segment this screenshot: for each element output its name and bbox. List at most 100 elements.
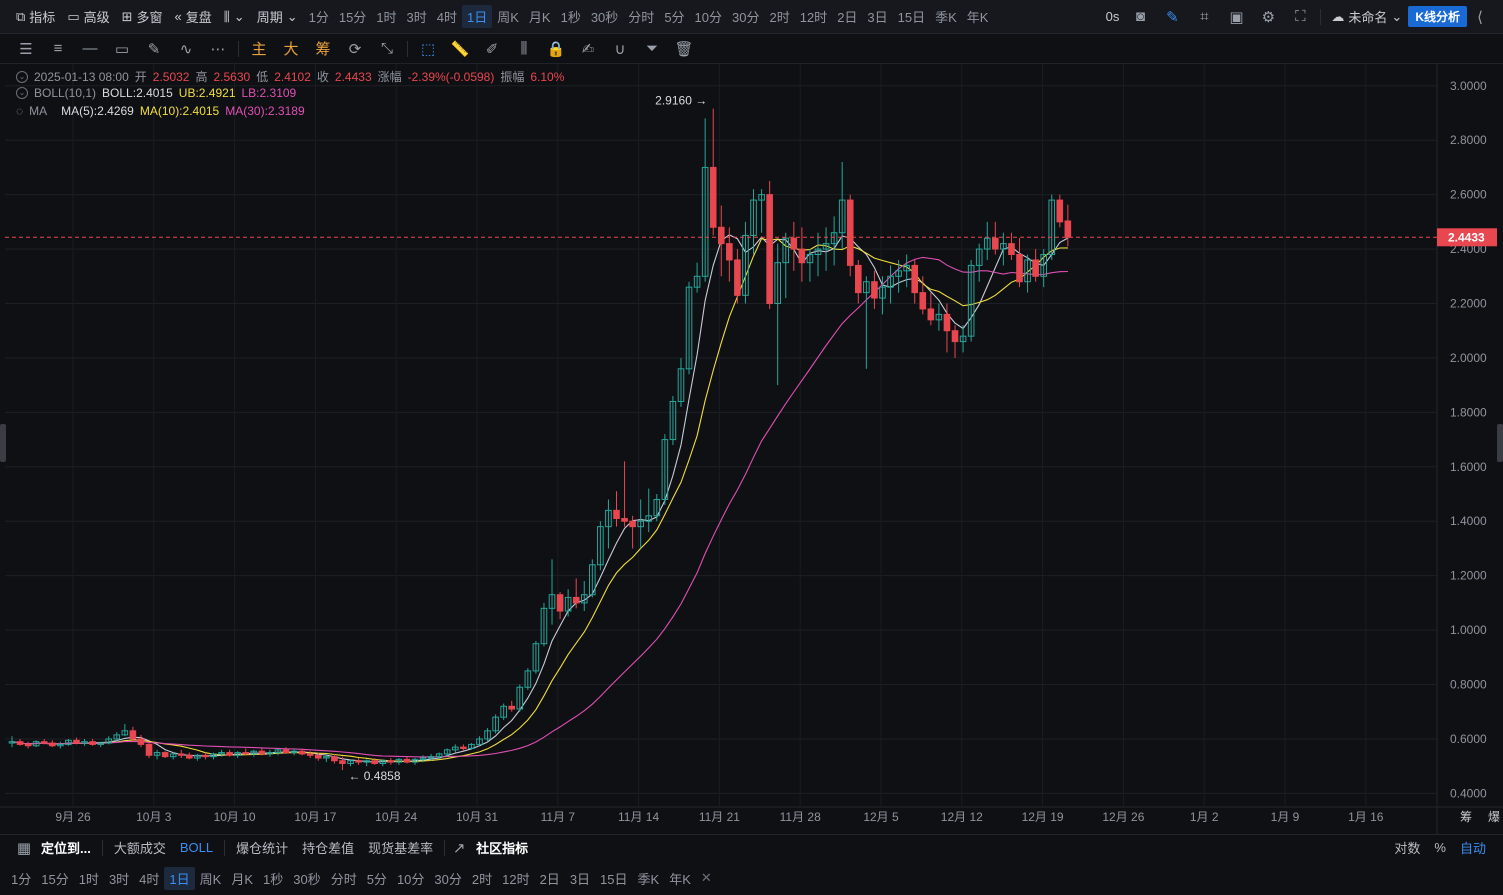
- liquidation-button[interactable]: 爆仓统计: [236, 841, 289, 856]
- menu-icon[interactable]: ☰: [19, 40, 33, 58]
- bottom-timeframe-tab-3[interactable]: 3时: [108, 871, 130, 887]
- select-icon[interactable]: ⬚: [420, 40, 436, 58]
- timeframe-tab-3[interactable]: 3时: [406, 10, 427, 25]
- hline-icon[interactable]: —: [82, 40, 98, 57]
- boll-name[interactable]: BOLL(10,1): [34, 86, 97, 100]
- oi-diff-button[interactable]: 持仓差值: [302, 841, 355, 856]
- bottom-timeframe-tab-6[interactable]: 周K: [199, 871, 222, 887]
- percent-scale-button[interactable]: %: [1434, 840, 1446, 855]
- timeframe-tab-4[interactable]: 4时: [436, 10, 458, 25]
- timeframe-tab-14[interactable]: 2时: [769, 10, 790, 25]
- chip-toggle[interactable]: 筹: [315, 41, 331, 58]
- bottom-timeframe-tab-4[interactable]: 4时: [139, 871, 160, 887]
- bottom-timeframe-tab-5[interactable]: 1日: [164, 866, 195, 890]
- layout-name-button[interactable]: ☁ 未命名 ⌄: [1325, 0, 1408, 33]
- close-icon[interactable]: ✕: [700, 870, 712, 885]
- trash-icon[interactable]: 🗑: [674, 40, 694, 58]
- magnet-icon[interactable]: ∪: [614, 40, 626, 58]
- community-indicators-button[interactable]: 社区指标: [476, 841, 529, 856]
- bottom-timeframe-tab-16[interactable]: 2日: [539, 871, 560, 887]
- timeframe-tab-9[interactable]: 30秒: [590, 10, 619, 25]
- timeframe-tab-17[interactable]: 3日: [867, 10, 888, 25]
- large-trades-button[interactable]: 大额成交: [113, 841, 166, 856]
- bottom-timeframe-tab-8[interactable]: 1秒: [262, 871, 284, 887]
- replay-button[interactable]: « 复盘: [169, 0, 218, 33]
- bottom-timeframe-tab-12[interactable]: 10分: [396, 871, 425, 887]
- candlestick-chart[interactable]: 3.00002.80002.60002.40002.20002.00001.80…: [0, 64, 1503, 834]
- boll-button[interactable]: BOLL: [179, 840, 214, 855]
- candle-type-button[interactable]: ⫼ ⌄: [218, 0, 251, 33]
- timeframe-tab-11[interactable]: 5分: [664, 10, 685, 25]
- bottom-timeframe-tab-11[interactable]: 5分: [366, 871, 387, 887]
- edit-icon[interactable]: ✍: [581, 40, 595, 58]
- multi-window-button[interactable]: ⊞ 多窗: [116, 0, 169, 33]
- external-link-icon[interactable]: ↗: [452, 839, 466, 857]
- timeframe-tab-20[interactable]: 年K: [966, 10, 989, 25]
- calendar-icon[interactable]: ▦: [16, 839, 32, 857]
- ma-name[interactable]: MA: [29, 104, 48, 118]
- timeframe-tab-5[interactable]: 1日: [462, 5, 493, 28]
- collapse-icon[interactable]: ⌄: [16, 70, 28, 83]
- indicator-button[interactable]: ⧉ 指标: [10, 0, 61, 33]
- right-panel-handle[interactable]: [1497, 424, 1503, 462]
- bottom-timeframe-tab-2[interactable]: 1时: [78, 871, 99, 887]
- bottom-timeframe-tab-10[interactable]: 分时: [330, 871, 357, 887]
- left-panel-handle[interactable]: [0, 424, 6, 462]
- bell-icon[interactable]: ◌: [16, 104, 24, 118]
- brush-icon[interactable]: ✐: [485, 40, 499, 58]
- bottom-timeframe-tab-15[interactable]: 12时: [502, 871, 530, 887]
- rect-icon[interactable]: ▭: [114, 40, 130, 58]
- more-icon[interactable]: ⋯: [210, 40, 226, 58]
- basis-button[interactable]: 现货基差率: [368, 841, 434, 856]
- auto-scale-button[interactable]: 自动: [1459, 841, 1486, 856]
- screen-icon[interactable]: ▣: [1229, 8, 1244, 26]
- wave-icon[interactable]: ∿: [179, 40, 193, 58]
- timeframe-tab-8[interactable]: 1秒: [560, 10, 581, 25]
- bottom-timeframe-tab-0[interactable]: 1分: [11, 871, 32, 887]
- bottom-timeframe-tab-13[interactable]: 30分: [434, 871, 462, 887]
- crop-icon[interactable]: ⌗: [1200, 8, 1209, 25]
- timeframe-tab-0[interactable]: 1分: [308, 10, 329, 25]
- timeframe-tab-12[interactable]: 10分: [694, 10, 723, 25]
- collapse-icon[interactable]: ⌄: [16, 87, 28, 99]
- bottom-timeframe-tab-14[interactable]: 2时: [471, 871, 493, 887]
- main-indicator-toggle[interactable]: 主: [251, 41, 267, 58]
- bottom-timeframe-tab-17[interactable]: 3日: [569, 871, 591, 887]
- timeframe-tab-6[interactable]: 周K: [497, 10, 519, 25]
- timeframe-tab-19[interactable]: 季K: [935, 10, 957, 25]
- bottom-timeframe-tab-19[interactable]: 季K: [637, 871, 660, 887]
- filter-icon[interactable]: ⏷: [645, 40, 658, 57]
- timeframe-tab-16[interactable]: 2日: [837, 10, 858, 25]
- price-chart[interactable]: 3.0000 2.8000 2.6000 2.4000 2.2000 2.0000 1.80…: [0, 64, 1503, 834]
- bottom-timeframe-tab-18[interactable]: 15日: [600, 871, 628, 887]
- k-analysis-button[interactable]: K线分析: [1408, 6, 1467, 27]
- ruler-icon[interactable]: 📏: [450, 40, 470, 58]
- timeframe-tab-1[interactable]: 15分: [338, 10, 367, 25]
- bottom-timeframe-tab-20[interactable]: 年K: [669, 871, 691, 887]
- share-icon[interactable]: ⟨: [1477, 8, 1483, 26]
- goto-date-button[interactable]: 定位到...: [41, 841, 91, 856]
- pen-icon[interactable]: ✎: [147, 40, 161, 58]
- large-order-toggle[interactable]: 大: [283, 41, 299, 58]
- bottom-timeframe-tab-7[interactable]: 月K: [231, 871, 253, 887]
- gear-icon[interactable]: ⚙: [1261, 8, 1276, 26]
- log-scale-button[interactable]: 对数: [1394, 841, 1421, 856]
- timeframe-tab-13[interactable]: 30分: [732, 10, 760, 25]
- camera-icon[interactable]: ◙: [1135, 8, 1145, 25]
- draw-icon[interactable]: ✎: [1166, 8, 1179, 26]
- timeframe-tab-15[interactable]: 12时: [799, 10, 828, 25]
- period-button[interactable]: 周期 ⌄: [251, 0, 304, 33]
- timeframe-tab-18[interactable]: 15日: [897, 10, 926, 25]
- cycle-icon[interactable]: ⟳: [348, 40, 362, 58]
- lock-icon[interactable]: 🔒: [546, 40, 566, 58]
- timeframe-tab-2[interactable]: 1时: [376, 10, 397, 25]
- timeframe-tab-10[interactable]: 分时: [628, 10, 655, 25]
- lines-icon[interactable]: ≡: [53, 40, 63, 57]
- candles-icon[interactable]: ⫼: [520, 40, 528, 57]
- bottom-timeframe-tab-1[interactable]: 15分: [41, 871, 69, 887]
- bottom-timeframe-tab-9[interactable]: 30秒: [293, 871, 321, 887]
- timeframe-tab-7[interactable]: 月K: [528, 10, 551, 25]
- fullscreen-icon[interactable]: ⛶: [1295, 8, 1306, 25]
- measure-icon[interactable]: ⤡: [380, 40, 393, 57]
- advanced-button[interactable]: ▭ 高级: [61, 0, 115, 33]
